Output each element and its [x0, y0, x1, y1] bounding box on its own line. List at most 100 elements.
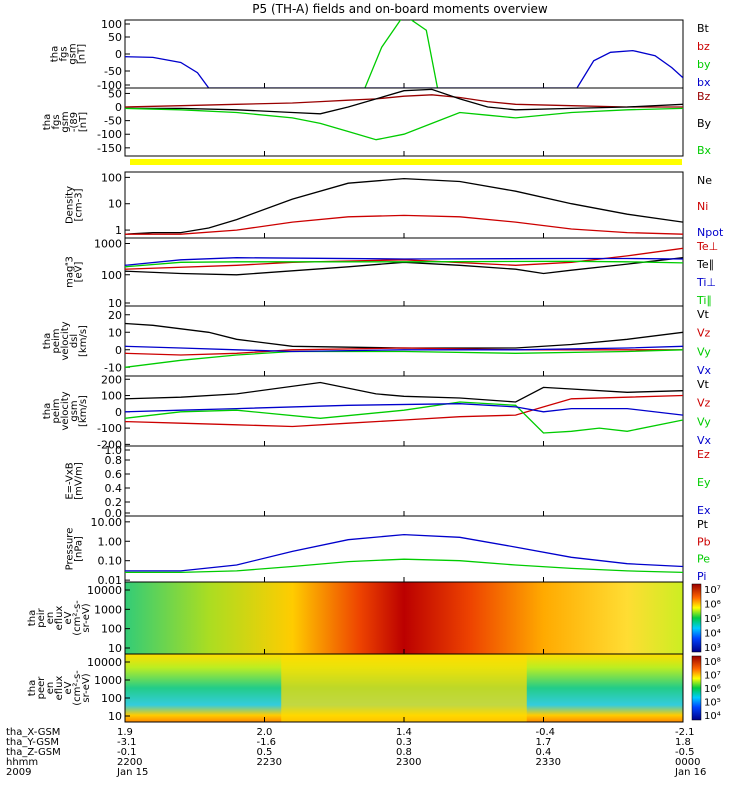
legend-Vt: Vt: [697, 308, 710, 321]
series-Vx: [125, 345, 683, 353]
panel-frame: [124, 237, 684, 307]
svg-text:eV: eV: [63, 611, 74, 624]
y-tick-label: 10000: [87, 584, 122, 597]
legend-Ez: Ez: [697, 448, 710, 461]
legend-Vy: Vy: [697, 415, 711, 428]
svg-text:(cm²-s-: (cm²-s-: [72, 600, 83, 636]
ephem-value: 2200: [117, 757, 142, 768]
svg-text:Pressure: Pressure: [65, 528, 76, 571]
panel-frame: [124, 445, 684, 517]
legend-By: By: [697, 117, 712, 130]
y-tick-label: 100: [101, 18, 122, 31]
y-tick-label: 20: [108, 309, 122, 322]
spectrogram: [125, 582, 683, 654]
panel-frame: [124, 87, 684, 157]
legend-Vz: Vz: [697, 397, 711, 410]
legend-Pb: Pb: [697, 535, 711, 548]
ephem-row-label: tha_Y-GSM: [6, 737, 59, 748]
colorbar: 10⁷ 10⁶ 10⁵ 10⁴ 10³: [691, 583, 721, 654]
y-tick-label: -50: [104, 115, 122, 128]
svg-text:eflux: eflux: [54, 606, 65, 631]
colorbar-tick-label: 10⁴: [704, 711, 721, 722]
y-tick-label: 0.8: [105, 454, 123, 467]
ephem-value: 2300: [396, 757, 421, 768]
y-tick-label: 0: [115, 101, 122, 114]
y-tick-label: -100: [97, 422, 122, 435]
legend-Bz: Bz: [697, 90, 711, 103]
legend-Npot: Npot: [697, 226, 724, 239]
flag-bar: [130, 159, 682, 165]
series-Vz: [125, 347, 683, 356]
y-tick-label: 50: [108, 31, 122, 44]
ephem-value: 1.7: [536, 737, 552, 748]
svg-text:gsm: gsm: [68, 43, 79, 64]
y-tick-label: 10: [108, 710, 122, 723]
y-tick-label: 100: [101, 390, 122, 403]
series-Vz: [125, 394, 683, 428]
y-axis-label: Pressure[nPa]: [65, 528, 85, 571]
panel-pressure: 10.00 1.00 0.10 0.01 Pressure[nPa] Pt Pb Pe Pi: [65, 515, 711, 587]
svg-text:[nPa]: [nPa]: [74, 536, 85, 562]
y-tick-label: -100: [97, 128, 122, 141]
panel-frame: [124, 305, 684, 377]
colorbar-tick-label: 10⁴: [704, 629, 721, 640]
y-tick-label: 50: [108, 87, 122, 100]
y-tick-label: 10: [108, 297, 122, 310]
legend-Pi: Pi: [697, 570, 706, 583]
y-tick-label: 0.2: [105, 496, 123, 509]
ephem-value: 0.3: [396, 737, 412, 748]
svg-text:fgs: fgs: [51, 114, 62, 129]
svg-text:eV: eV: [63, 681, 74, 694]
y-axis-label: E=-VxB[mV/m]: [65, 462, 85, 500]
svg-text:sr-eV): sr-eV): [81, 673, 92, 702]
ephem-row-label: tha_X-GSM: [6, 727, 60, 738]
y-tick-label: 100: [101, 623, 122, 636]
legend-Bx: Bx: [697, 144, 712, 157]
y-tick-label: 10: [108, 198, 122, 211]
svg-text:tha: tha: [50, 46, 61, 62]
colorbar-tick-label: 10⁷: [704, 585, 721, 596]
ephem-value: 2230: [257, 757, 282, 768]
series-Pi: [125, 533, 683, 572]
legend-Te∥: Te∥: [696, 258, 714, 271]
y-tick-label: 0: [115, 406, 122, 419]
ephem-value: 2330: [536, 757, 561, 768]
series-bx: [125, 49, 683, 88]
series-Te⊥: [125, 247, 683, 270]
svg-text:en: en: [45, 682, 56, 695]
legend-Vz: Vz: [697, 327, 711, 340]
colorbar-tick-label: 10⁶: [704, 684, 721, 695]
panel-frame: [124, 19, 684, 89]
svg-text:en: en: [45, 612, 56, 625]
y-tick-label: -100: [97, 79, 122, 92]
ephem-value: 0000: [675, 757, 700, 768]
svg-text:Density: Density: [65, 186, 76, 224]
y-tick-label: -10: [104, 361, 122, 374]
panel-efield: 1.00.80.60.40.20.0 E=-VxB[mV/m] Ez Ey Ex: [65, 444, 711, 520]
svg-text:velocity: velocity: [60, 391, 71, 430]
legend-Vy: Vy: [697, 345, 711, 358]
legend-Te⊥: Te⊥: [696, 240, 718, 253]
ephem-value: -2.1: [675, 727, 695, 738]
svg-text:-(89: -(89: [69, 112, 80, 132]
svg-text:[eV]: [eV]: [74, 262, 85, 283]
series-Vy: [125, 349, 683, 368]
y-tick-label: 0.4: [105, 482, 123, 495]
legend-by: by: [697, 58, 711, 71]
ephem-row-label: hhmm: [6, 757, 38, 768]
svg-text:(cm²-s-: (cm²-s-: [72, 670, 83, 706]
series-Vt: [125, 381, 683, 403]
legend-Ey: Ey: [697, 476, 711, 489]
svg-text:[nT]: [nT]: [77, 44, 88, 64]
y-tick-label: 100: [101, 269, 122, 282]
svg-text:E=-VxB: E=-VxB: [65, 462, 76, 499]
panel-density: 100 10 1 Density[cm-3] Ne Ni Npot: [65, 171, 724, 239]
legend-Vx: Vx: [697, 364, 712, 377]
series-Vy: [125, 401, 683, 434]
svg-text:peim: peim: [51, 398, 62, 423]
